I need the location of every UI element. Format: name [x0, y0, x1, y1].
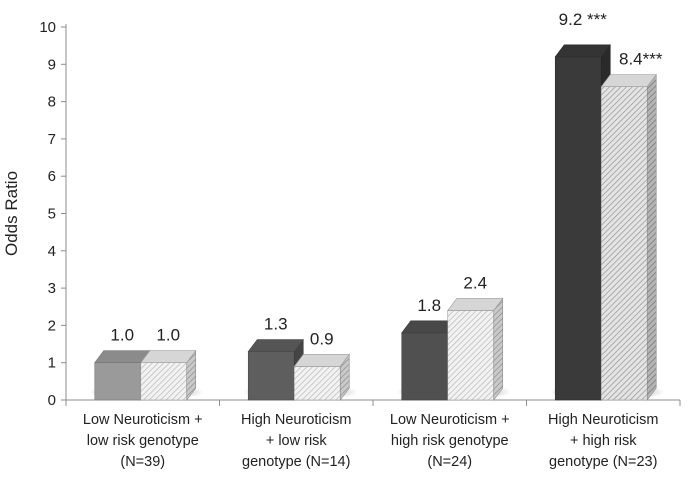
data-label: 1.0: [110, 326, 134, 345]
bar-front: [600, 86, 648, 401]
bar-side: [646, 73, 657, 401]
category-label-line: genotype (N=14): [242, 454, 350, 470]
bar-top: [293, 354, 350, 367]
category-label-line: genotype (N=23): [549, 454, 657, 470]
bar-top: [554, 44, 611, 58]
bar-front: [293, 366, 341, 401]
category-label-line: + high risk: [570, 433, 637, 449]
category-label-line: + low risk: [266, 433, 328, 449]
data-label: 1.3: [264, 315, 288, 334]
category-label-line: Low Neuroticism +: [390, 412, 510, 428]
bar-top: [94, 350, 151, 364]
y-axis-title: Odds Ratio: [2, 171, 21, 256]
data-labels: 1.0 1.0 1.3 0.9 1.8 2.4 9.2 *** 8.4***: [110, 10, 662, 349]
y-tick-label: 3: [48, 280, 56, 297]
bar: [247, 338, 304, 401]
bar: [447, 297, 504, 401]
y-tick-label: 7: [48, 131, 56, 148]
data-label: 2.4: [463, 273, 487, 292]
y-tick-label: 4: [48, 243, 56, 260]
bar-top: [247, 339, 304, 352]
category-label: Low Neuroticism + high risk genotype (N=24…: [390, 412, 510, 470]
data-label: 1.0: [156, 326, 180, 345]
category-label: High Neuroticism + high risk genotype (N=2…: [548, 412, 658, 470]
category-label-line: High Neuroticism: [548, 412, 658, 428]
bar-front: [554, 56, 602, 401]
data-label: 0.9: [310, 329, 334, 348]
data-label: 1.8: [417, 296, 441, 315]
y-tick-label: 5: [48, 206, 56, 223]
y-tick-label: 2: [48, 317, 56, 334]
bar: [140, 349, 197, 401]
y-tick-label: 9: [48, 56, 56, 73]
category-label-line: high risk genotype: [391, 433, 509, 449]
category-label-line: Low Neuroticism +: [83, 412, 203, 428]
y-tick-label: 1: [48, 355, 56, 372]
axes: 0 1 2 3 4 5 6 7 8 9 10 Odds Ratio Low Neuroticism + l…: [2, 19, 681, 470]
bar-front: [247, 351, 295, 401]
bar-side: [493, 297, 504, 401]
category-label-line: High Neuroticism: [241, 412, 351, 428]
y-tick-label: 8: [48, 94, 56, 111]
category-label: High Neuroticism + low risk genotype (N=14…: [241, 412, 351, 470]
bar: [600, 73, 657, 401]
y-tick-label: 6: [48, 168, 56, 185]
bars: [94, 43, 657, 401]
bar-front: [94, 362, 142, 401]
data-label: 9.2 ***: [559, 10, 608, 29]
bar-top: [140, 350, 197, 364]
bar: [293, 353, 350, 401]
category-label-line: (N=39): [120, 454, 165, 470]
bar-front: [140, 362, 188, 401]
category-label: Low Neuroticism + low risk genotype (N=39): [83, 412, 203, 470]
bar-top: [600, 74, 657, 87]
y-tick-label: 10: [39, 19, 56, 36]
bar-front: [447, 310, 495, 401]
bar-front: [401, 332, 449, 401]
bar-top: [447, 298, 504, 311]
category-label-line: (N=24): [427, 454, 472, 470]
data-label: 8.4***: [619, 50, 663, 69]
y-tick-label: 0: [48, 392, 56, 409]
category-label-line: low risk genotype: [87, 433, 199, 449]
